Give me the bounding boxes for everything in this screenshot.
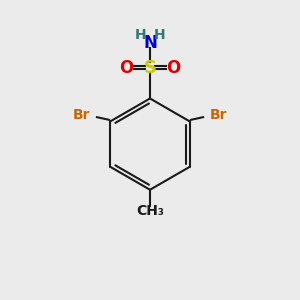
Text: H: H bbox=[134, 28, 146, 42]
Text: H: H bbox=[154, 28, 166, 42]
Text: O: O bbox=[119, 58, 134, 76]
Text: O: O bbox=[167, 58, 181, 76]
Text: N: N bbox=[143, 34, 157, 52]
Text: CH₃: CH₃ bbox=[136, 204, 164, 218]
Text: Br: Br bbox=[209, 108, 227, 122]
Text: S: S bbox=[143, 58, 157, 76]
Text: Br: Br bbox=[73, 108, 91, 122]
